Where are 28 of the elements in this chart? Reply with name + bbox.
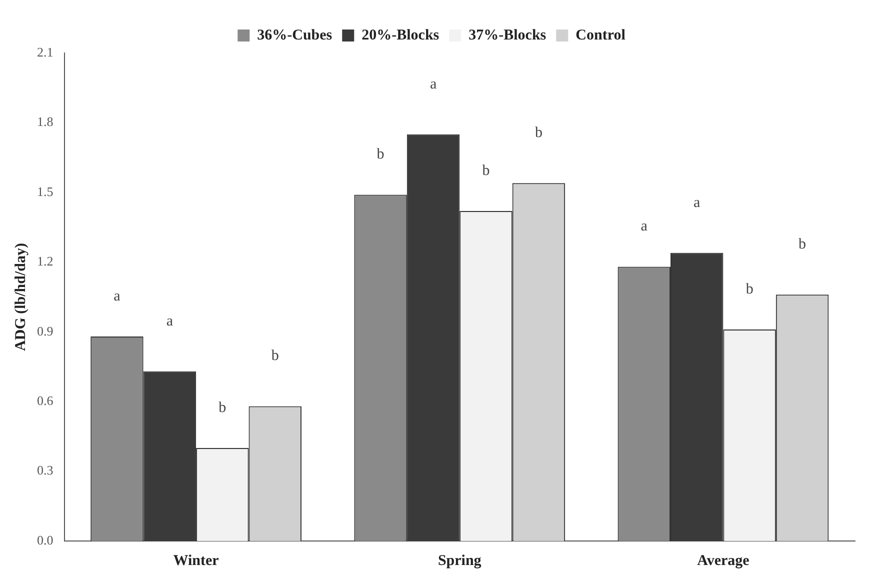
x-tick-label: Average [697, 552, 750, 569]
y-tick-label: 2.1 [37, 44, 54, 60]
y-tick-label: 0.9 [37, 323, 54, 338]
annotation: b [534, 125, 542, 142]
y-tick-label: 1.8 [37, 114, 54, 130]
annotation: b [218, 400, 226, 416]
annotation: a [166, 313, 174, 330]
x-tick-label: Spring [438, 552, 482, 569]
annotation: a [430, 76, 437, 92]
legend-label: 36%-Cubes [257, 27, 332, 44]
y-tick-label: 0.6 [37, 392, 54, 408]
annotation: a [694, 194, 701, 211]
annotation: b [746, 281, 754, 298]
y-tick-label: 0.0 [37, 532, 54, 548]
y-tick-label: 1.5 [37, 184, 54, 199]
annotation: b [376, 146, 384, 163]
x-tick-label: Winter [173, 552, 220, 569]
annotation: b [482, 162, 490, 179]
y-tick-label: 0.3 [37, 462, 54, 478]
annotation: b [271, 348, 279, 364]
legend-label: 37%-Blocks [468, 27, 546, 44]
legend-label: Control [576, 27, 626, 44]
annotation: a [114, 288, 121, 304]
annotation: b [798, 236, 806, 253]
y-axis-title: ADG (lb/hd/day) [12, 243, 29, 351]
annotation: a [640, 218, 648, 235]
legend-label: 20%-Blocks [362, 27, 440, 44]
y-tick-label: 1.2 [37, 254, 54, 269]
